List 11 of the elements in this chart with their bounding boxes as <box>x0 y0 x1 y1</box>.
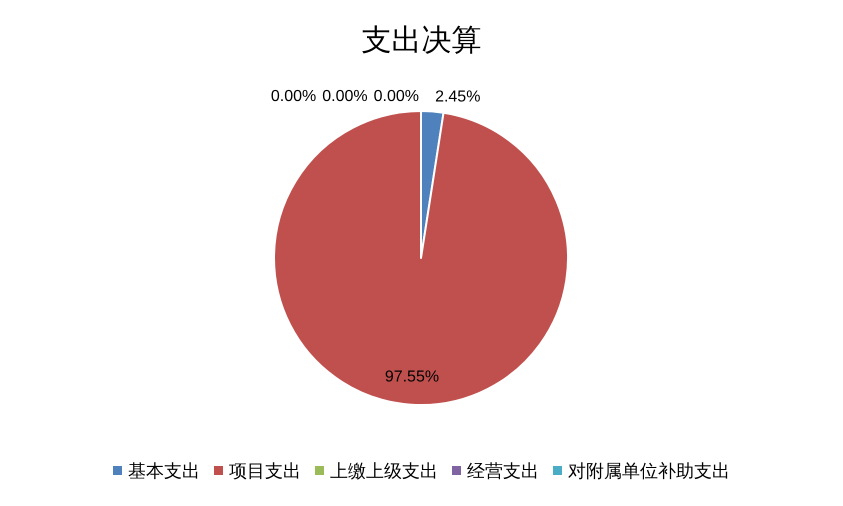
legend-label: 上缴上级支出 <box>330 461 438 481</box>
data-label: 2.45% <box>435 88 480 106</box>
legend-label: 对附属单位补助支出 <box>568 461 730 481</box>
data-label: 0.00% <box>322 88 368 105</box>
data-label: 0.00% <box>374 88 419 105</box>
legend-label: 项目支出 <box>229 461 301 481</box>
data-label: 97.55% <box>384 368 440 386</box>
data-label: 0.00% <box>270 88 316 105</box>
title: 支出决算 <box>362 24 482 57</box>
legend-label: 基本支出 <box>128 461 200 481</box>
legend-label: 经营支出 <box>467 461 539 481</box>
